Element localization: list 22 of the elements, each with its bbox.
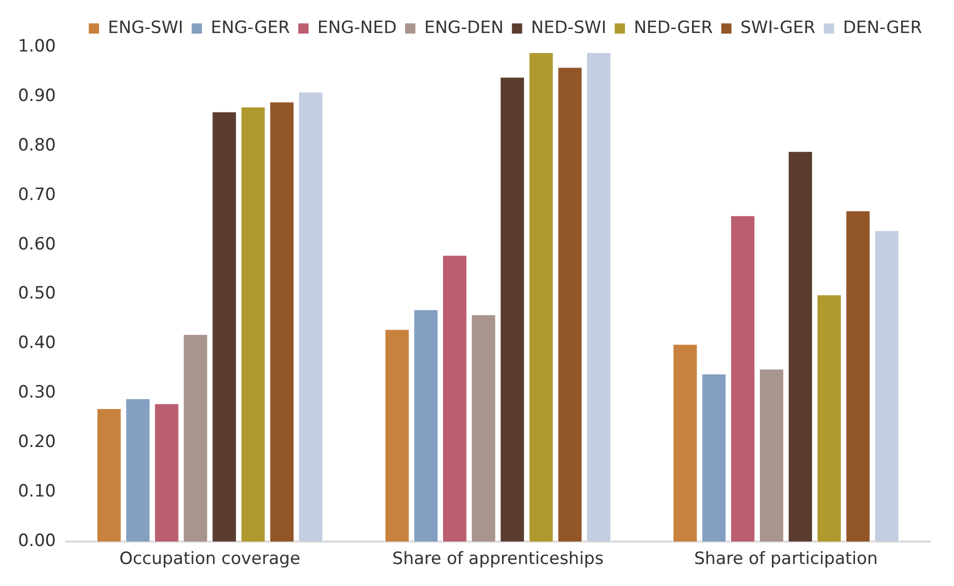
legend-label: ENG-SWI	[108, 18, 184, 38]
legend-label: NED-GER	[634, 18, 714, 38]
y-tick-label: 0.90	[18, 86, 56, 106]
legend-label: ENG-GER	[210, 18, 290, 38]
y-tick-label: 0.20	[18, 432, 56, 452]
legend-label: ENG-DEN	[424, 18, 504, 38]
legend-label: ENG-NED	[317, 18, 397, 38]
y-tick-label: 0.30	[18, 382, 56, 403]
y-tick-label: 0.40	[18, 333, 56, 354]
y-tick-label: 0.70	[18, 184, 56, 205]
x-tick-label: Share of apprenticeships	[392, 549, 604, 570]
y-tick-label: 0.50	[18, 284, 56, 304]
y-tick-label: 1.00	[18, 36, 56, 56]
legend-label: NED-SWI	[531, 18, 606, 38]
y-tick-label: 0.80	[18, 135, 56, 156]
y-tick-label: 0.60	[18, 234, 56, 254]
x-tick-label: Share of participation	[694, 549, 878, 570]
x-tick-label: Occupation coverage	[119, 549, 300, 570]
y-tick-label: 0.10	[18, 482, 56, 502]
legend-label: DEN-GER	[842, 18, 922, 38]
legend-label: SWI-GER	[740, 18, 816, 38]
y-tick-label: 0.00	[18, 531, 56, 552]
